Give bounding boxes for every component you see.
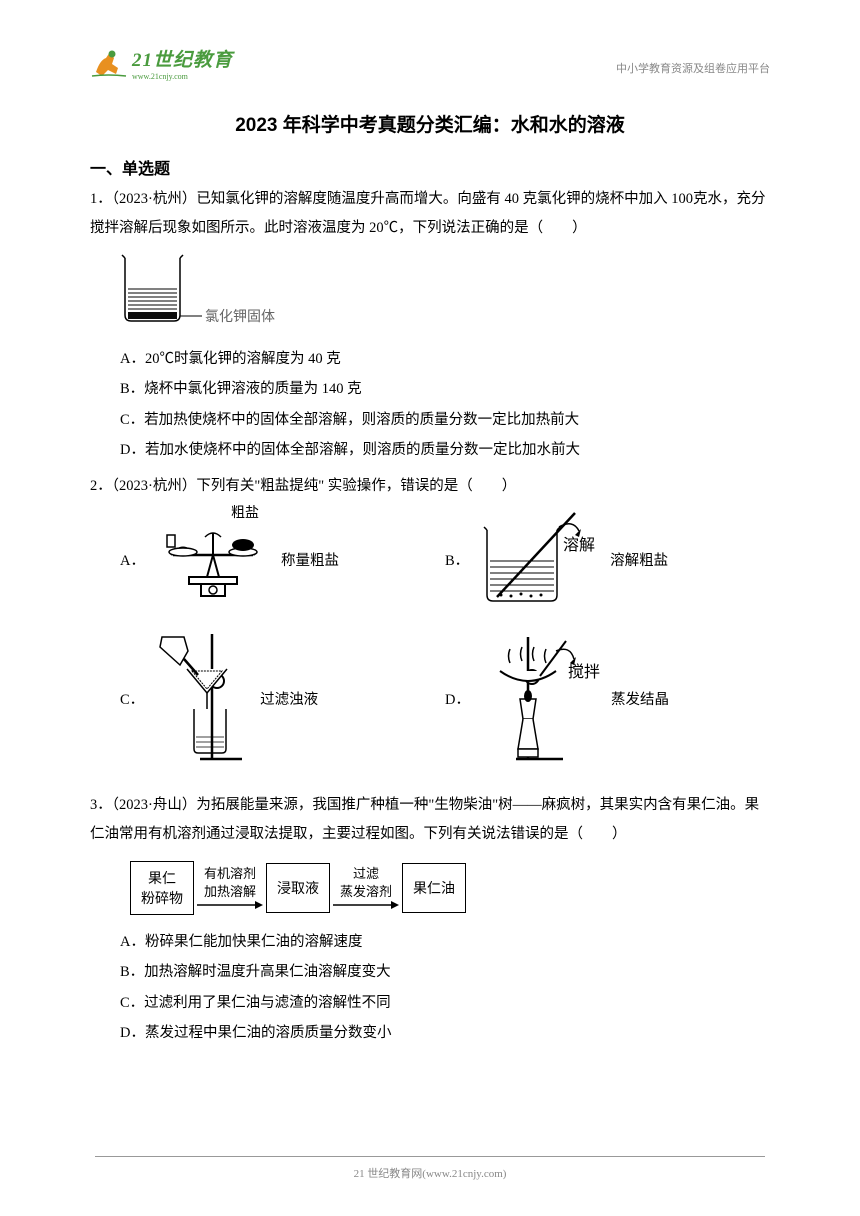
q2-stem: 2．（2023·杭州）下列有关"粗盐提纯" 实验操作，错误的是（ ） — [90, 472, 770, 501]
q3-optD: D．蒸发过程中果仁油的溶质质量分数变小 — [90, 1018, 770, 1048]
q2-optD-cell: D． 搅拌 蒸发结晶 — [445, 629, 770, 769]
footer-text: 21 世纪教育网(www.21cnjy.com) — [354, 1168, 507, 1180]
q2-diagram-balance-icon: 粗盐 — [153, 505, 273, 615]
footer-divider — [95, 1156, 765, 1157]
page-title: 2023 年科学中考真题分类汇编：水和水的溶液 — [90, 110, 770, 137]
q2-descA: 称量粗盐 — [281, 549, 339, 570]
q3-optB: B．加热溶解时温度升高果仁油溶解度变大 — [90, 957, 770, 987]
q3-optC: C．过滤利用了果仁油与滤渣的溶解性不同 — [90, 988, 770, 1018]
q2-descC: 过滤浊液 — [260, 688, 318, 709]
q1-diagram: 氯化钾固体 — [120, 253, 770, 336]
q2-optA-cell: A． 粗盐 称量粗盐 — [120, 505, 445, 615]
section-heading: 一、单选题 — [90, 155, 770, 179]
q2-optB-cell: B． 溶解 溶解粗盐 — [445, 505, 770, 615]
q2-labelB: B． — [445, 549, 469, 570]
arr2-l2: 蒸发溶剂 — [340, 884, 392, 899]
q2-row2: C． 过滤浊液 D． — [90, 629, 770, 769]
q1-optD: D．若加水使烧杯中的固体全部溶解，则溶质的质量分数一定比加水前大 — [90, 435, 770, 465]
flow-arrow-1: 有机溶剂 加热溶解 — [197, 866, 263, 909]
q1-diagram-label: 氯化钾固体 — [205, 309, 275, 325]
q2-labelA: A． — [120, 549, 145, 570]
arr1-l2: 加热溶解 — [204, 884, 256, 899]
logo-url: www.21cnjy.com — [132, 72, 233, 81]
q2-diagram-dissolve-icon: 溶解 — [477, 505, 602, 615]
header-right-text: 中小学教育资源及组卷应用平台 — [616, 60, 770, 76]
arr2-l1: 过滤 — [353, 866, 379, 881]
svg-text:粗盐: 粗盐 — [231, 505, 259, 521]
q1-optA: A．20℃时氯化钾的溶解度为 40 克 — [90, 344, 770, 374]
q3-flow-diagram: 果仁 粉碎物 有机溶剂 加热溶解 浸取液 过滤 蒸发溶剂 果仁油 — [90, 861, 770, 915]
q2-descD: 蒸发结晶 — [611, 688, 669, 709]
flow-box-1: 果仁 粉碎物 — [130, 861, 194, 915]
arr1-l1: 有机溶剂 — [204, 866, 256, 881]
footer: 21 世纪教育网(www.21cnjy.com) — [0, 1156, 860, 1181]
q2-optC-cell: C． 过滤浊液 — [120, 629, 445, 769]
q1-stem: 1．（2023·杭州）已知氯化钾的溶解度随温度升高而增大。向盛有 40 克氯化钾… — [90, 185, 770, 243]
q1-optB: B．烧杯中氯化钾溶液的质量为 140 克 — [90, 374, 770, 404]
svg-text:搅拌: 搅拌 — [568, 663, 600, 681]
q2-descB: 溶解粗盐 — [610, 549, 668, 570]
q1-optC: C．若加热使烧杯中的固体全部溶解，则溶质的质量分数一定比加热前大 — [90, 405, 770, 435]
q3-optA: A．粉碎果仁能加快果仁油的溶解速度 — [90, 927, 770, 957]
q2-labelD: D． — [445, 688, 470, 709]
svg-text:溶解: 溶解 — [563, 536, 595, 554]
arrow-icon — [333, 901, 399, 909]
q2-diagram-filter-icon — [152, 629, 252, 769]
logo-text-group: 21世纪教育 www.21cnjy.com — [132, 45, 233, 81]
flow-box1-l1: 果仁 — [141, 868, 183, 888]
q2-row1: A． 粗盐 称量粗盐 B． — [90, 505, 770, 615]
header-logo: 21世纪教育 www.21cnjy.com — [90, 45, 233, 81]
flow-box-2: 浸取液 — [266, 863, 330, 913]
flow-arrow-2: 过滤 蒸发溶剂 — [333, 866, 399, 909]
logo-title: 21世纪教育 — [132, 45, 233, 72]
q2-labelC: C． — [120, 688, 144, 709]
logo-runner-icon — [90, 48, 128, 78]
q3-stem: 3．（2023·舟山）为拓展能量来源，我国推广种植一种"生物柴油"树——麻疯树，… — [90, 791, 770, 849]
q2-diagram-evaporate-icon: 搅拌 — [478, 629, 603, 769]
flow-box1-l2: 粉碎物 — [141, 888, 183, 908]
arrow-icon — [197, 901, 263, 909]
flow-box-3: 果仁油 — [402, 863, 466, 913]
